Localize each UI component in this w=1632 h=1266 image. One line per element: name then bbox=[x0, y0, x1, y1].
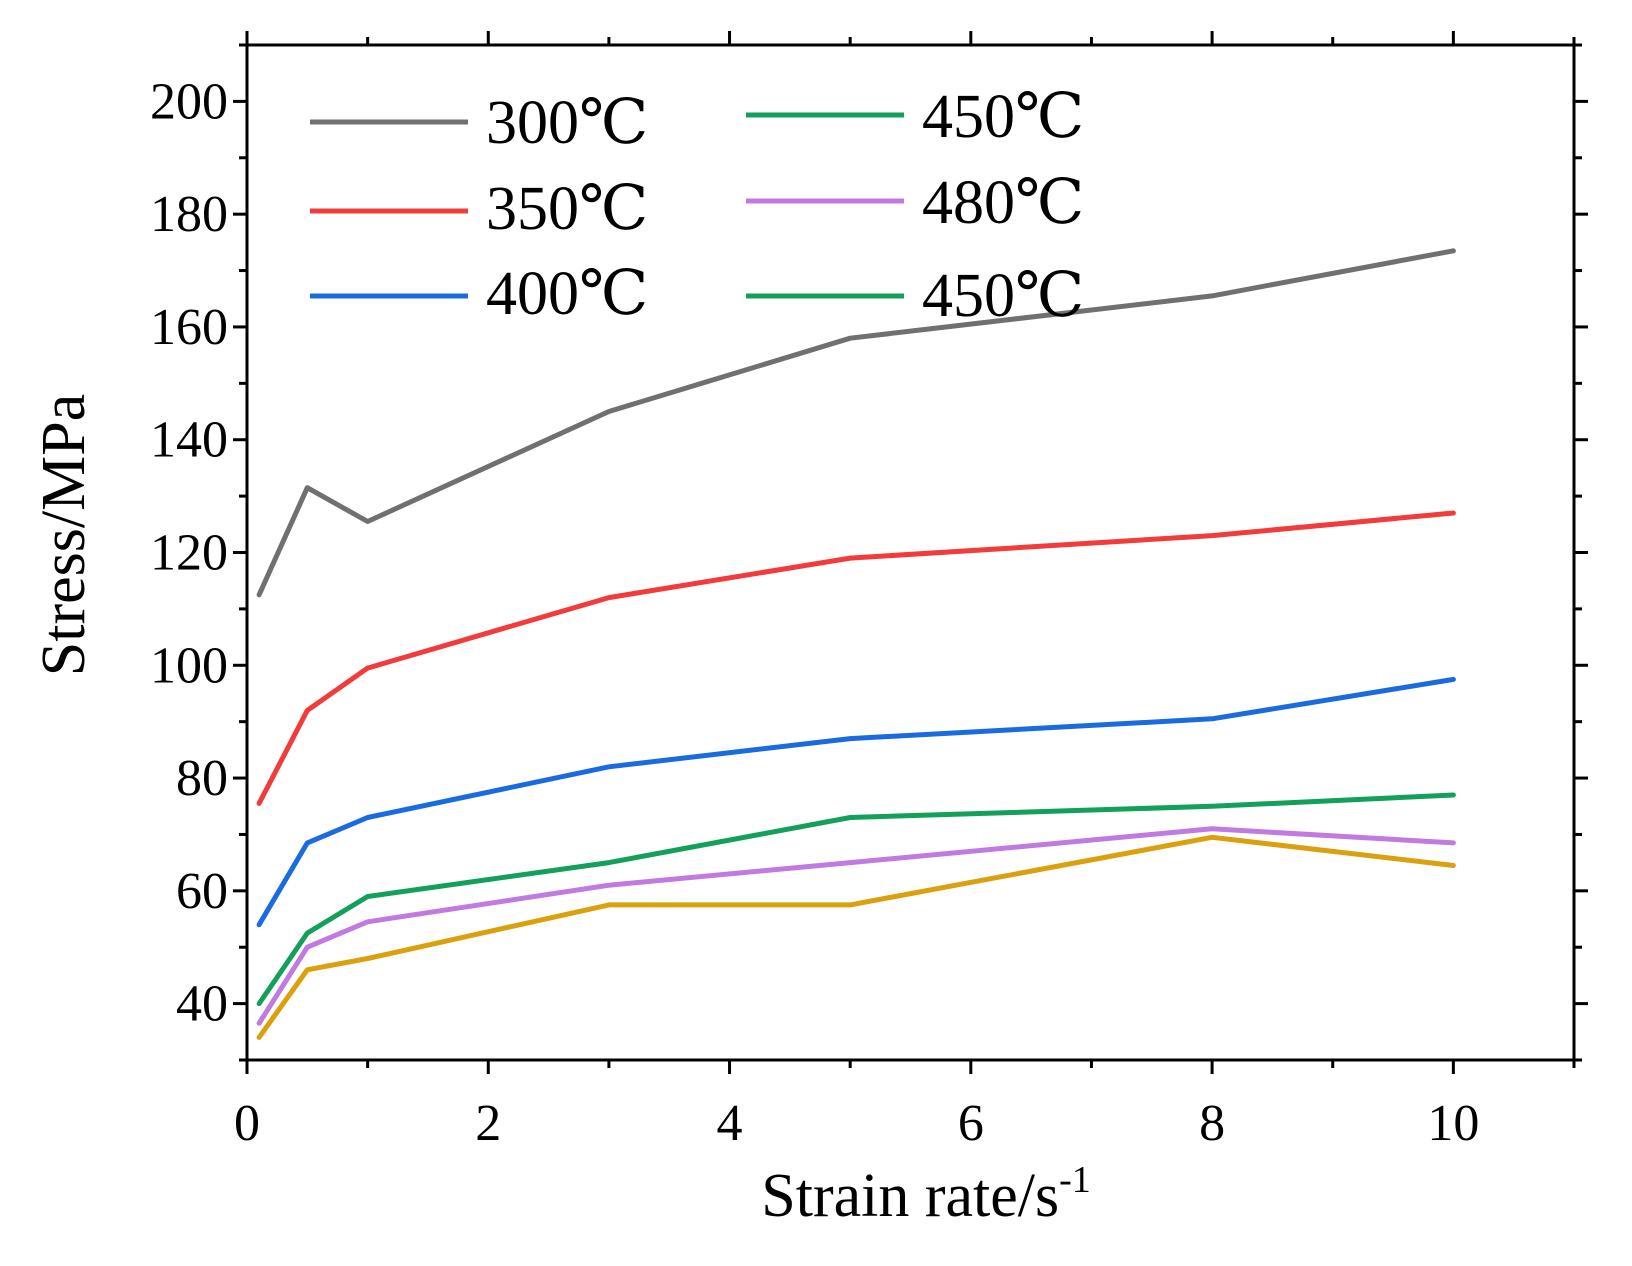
series-line-3 bbox=[256, 676, 1456, 928]
y-tick-label: 80 bbox=[176, 750, 228, 807]
x-axis-title-text: Strain rate/s bbox=[761, 1162, 1059, 1230]
x-tick-labels: 0 2 4 6 8 10 bbox=[234, 1095, 1479, 1152]
series-line-1 bbox=[256, 248, 1456, 598]
x-tick-label: 10 bbox=[1427, 1095, 1479, 1152]
legend-label-1: 300℃ bbox=[486, 89, 648, 157]
y-axis-title: Stress/MPa bbox=[30, 394, 98, 676]
x-axis-title-superscript: -1 bbox=[1059, 1159, 1091, 1201]
series-line-4 bbox=[256, 792, 1456, 1007]
x-axis-title: Strain rate/s-1 bbox=[761, 1159, 1091, 1230]
legend-label-4: 450℃ bbox=[922, 83, 1084, 151]
legend-label-5: 480℃ bbox=[922, 169, 1084, 237]
axis-ticks bbox=[233, 31, 1588, 1074]
legend-label-2: 350℃ bbox=[486, 175, 648, 243]
legend-label-3: 400℃ bbox=[486, 260, 648, 328]
x-tick-label: 0 bbox=[234, 1095, 260, 1152]
y-tick-label: 100 bbox=[150, 637, 228, 694]
x-tick-label: 8 bbox=[1199, 1095, 1225, 1152]
series-line-2 bbox=[256, 510, 1456, 806]
series-lines bbox=[256, 248, 1456, 1040]
legend: 300℃ 350℃ 400℃ 450℃ 480℃ 450℃ bbox=[310, 83, 1084, 330]
y-tick-label: 160 bbox=[150, 299, 228, 356]
series-line-7 bbox=[256, 834, 1456, 1040]
series-line-5 bbox=[256, 826, 1456, 1026]
y-tick-labels: 40 60 80 100 120 140 160 180 200 bbox=[150, 73, 228, 1032]
y-tick-label: 140 bbox=[150, 412, 228, 469]
y-tick-label: 200 bbox=[150, 73, 228, 130]
x-tick-label: 4 bbox=[717, 1095, 743, 1152]
y-tick-label: 60 bbox=[176, 863, 228, 920]
x-tick-label: 2 bbox=[475, 1095, 501, 1152]
x-tick-label: 6 bbox=[958, 1095, 984, 1152]
legend-label-6: 450℃ bbox=[922, 262, 1084, 330]
y-tick-label: 120 bbox=[150, 525, 228, 582]
y-tick-label: 180 bbox=[150, 186, 228, 243]
y-tick-label: 40 bbox=[176, 976, 228, 1033]
